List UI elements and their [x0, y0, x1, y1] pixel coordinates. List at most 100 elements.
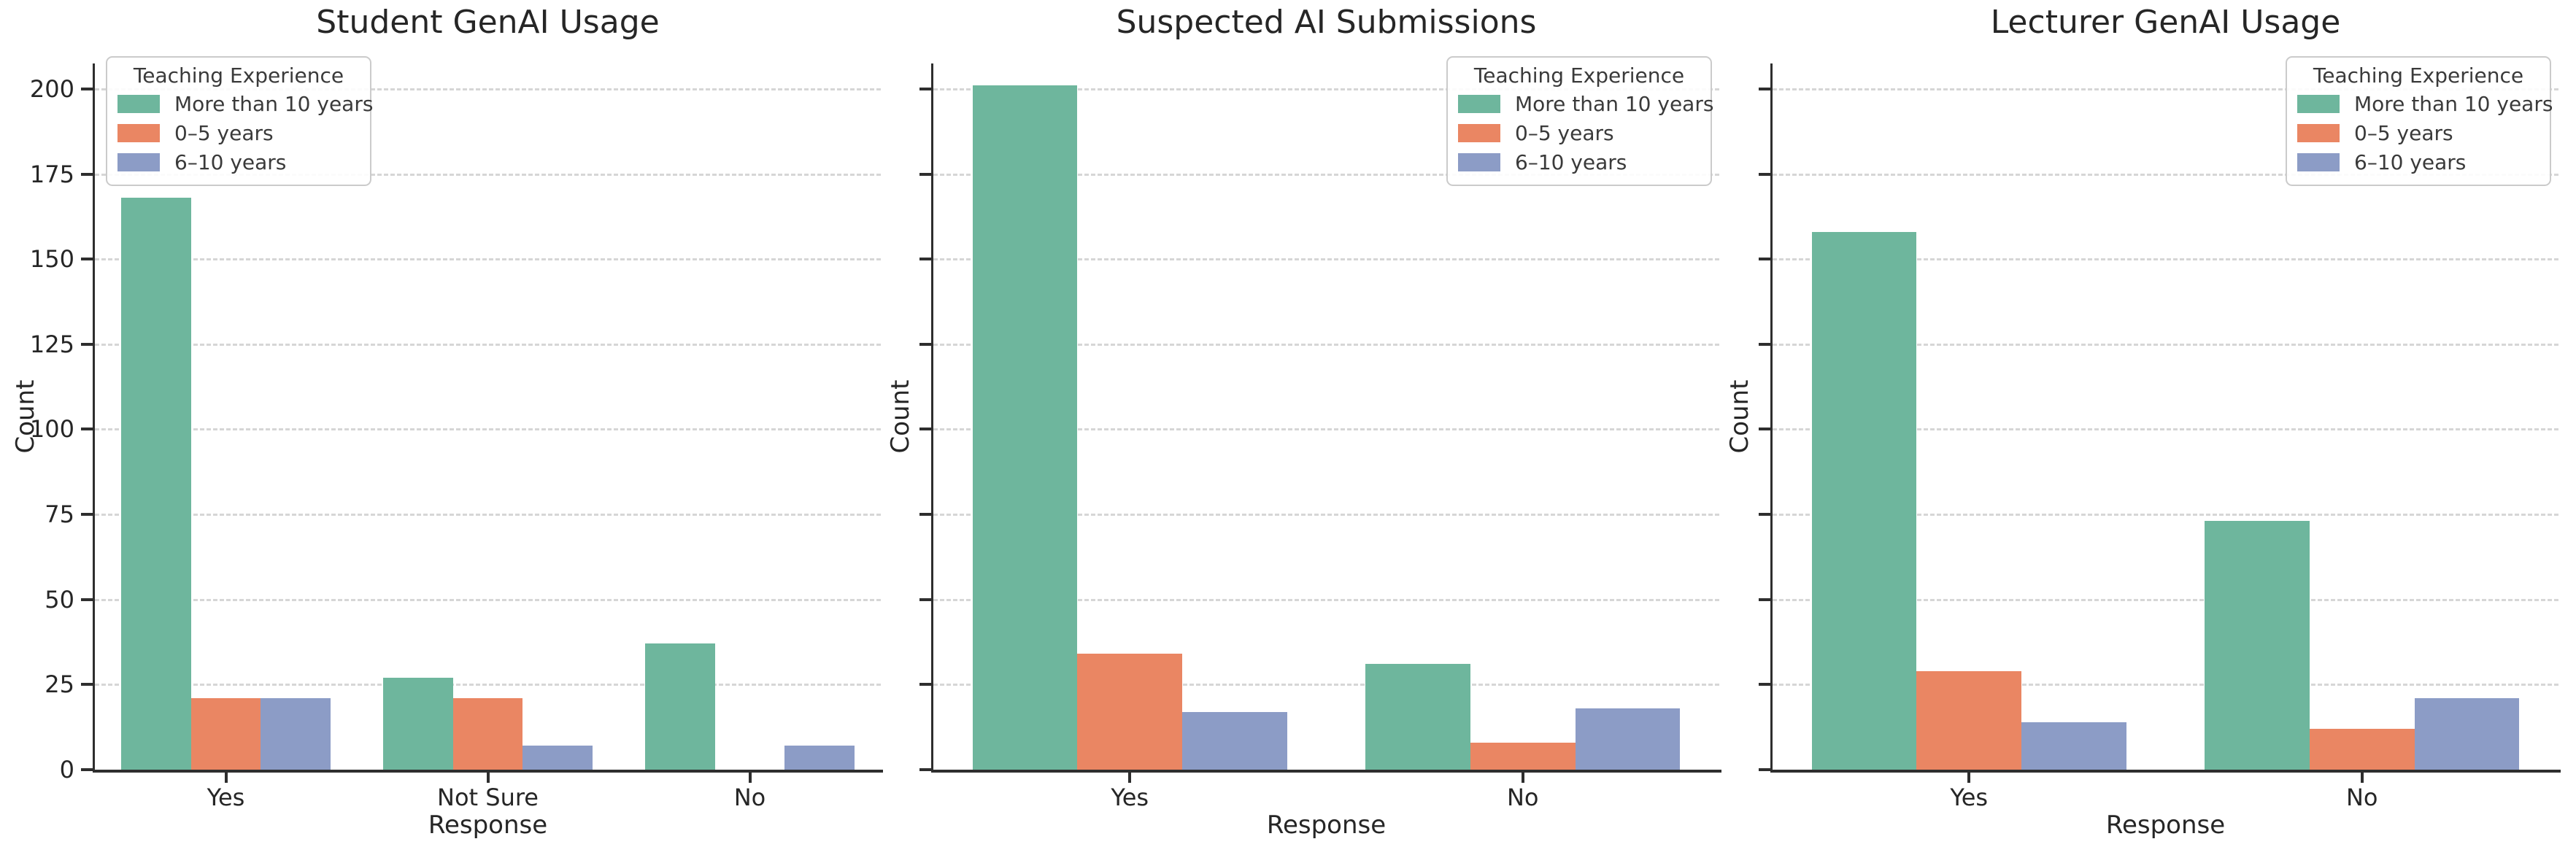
y-tick-mark-50	[81, 597, 93, 601]
legend-label: 0–5 years	[1515, 120, 1614, 145]
chart-title-suspected-ai-submissions: Suspected AI Submissions	[1116, 4, 1537, 41]
gridline-y-125	[95, 343, 881, 346]
legend-swatch-more-than-10-years	[2297, 94, 2340, 113]
y-axis-spine	[931, 63, 933, 773]
gridline-y-200	[933, 88, 1719, 90]
y-axis-label: Count	[886, 379, 915, 454]
legend-title: Teaching Experience	[2313, 63, 2524, 88]
legend-entries: More than 10 years 0–5 years 6–10 years	[1448, 89, 1714, 177]
gridline-y-25	[95, 684, 881, 687]
legend-entries: More than 10 years 0–5 years 6–10 years	[107, 89, 373, 177]
y-tick-mark-200	[919, 87, 932, 90]
y-tick-mark-50	[919, 597, 932, 601]
y-tick-label-125: 125	[29, 330, 74, 358]
y-tick-mark-100	[1759, 428, 1771, 431]
y-tick-mark-0	[1759, 768, 1771, 771]
legend: Teaching Experience More than 10 years 0–…	[1446, 56, 1714, 186]
legend-label: 6–10 years	[1515, 150, 1627, 174]
legend-row-more-than-10-years: More than 10 years	[117, 89, 373, 118]
legend-entries: More than 10 years 0–5 years 6–10 years	[2287, 89, 2553, 177]
y-tick-mark-25	[1759, 683, 1771, 687]
legend: Teaching Experience More than 10 years 0–…	[2286, 56, 2553, 186]
legend-swatch-more-than-10-years	[117, 94, 160, 113]
y-tick-mark-150	[919, 258, 932, 261]
bar-more-than-10-years-yes	[972, 85, 1078, 770]
legend-label: 6–10 years	[2354, 150, 2467, 174]
legend-row-0-5-years: 0–5 years	[1458, 118, 1711, 147]
gridline-y-25	[1773, 684, 2558, 687]
bar-6-10-years-no	[2414, 698, 2520, 770]
x-tick-mark-yes	[1128, 773, 1132, 783]
x-tick-label-yes: Yes	[1111, 784, 1149, 811]
gridline-y-175	[933, 173, 1719, 176]
legend-swatch-0-5-years	[2297, 123, 2340, 142]
y-tick-mark-75	[1759, 513, 1771, 517]
gridline-y-75	[1773, 514, 2558, 517]
x-tick-mark-yes	[1967, 773, 1971, 783]
gridline-y-50	[95, 598, 881, 601]
x-axis-spine	[1770, 770, 2561, 773]
bar-0-5-years-no	[1470, 742, 1576, 770]
legend-row-6-10-years: 6–10 years	[2297, 147, 2550, 177]
bar-0-5-years-yes	[1077, 654, 1183, 770]
legend-label: 0–5 years	[174, 120, 274, 145]
x-axis-spine	[931, 770, 1721, 773]
gridline-y-200	[1773, 88, 2558, 90]
legend-swatch-6-10-years	[2297, 152, 2340, 171]
legend-label: 6–10 years	[174, 150, 287, 174]
y-tick-label-175: 175	[29, 160, 74, 188]
y-tick-mark-125	[919, 342, 932, 346]
x-tick-mark-no	[748, 773, 752, 783]
legend-row-0-5-years: 0–5 years	[117, 118, 370, 147]
bar-6-10-years-not-sure	[522, 746, 593, 770]
bar-more-than-10-years-no	[1365, 664, 1470, 770]
legend-row-0-5-years: 0–5 years	[2297, 118, 2550, 147]
y-tick-label-100: 100	[29, 415, 74, 444]
bar-more-than-10-years-yes	[120, 198, 191, 770]
bar-0-5-years-not-sure	[452, 698, 523, 770]
x-axis-label: Response	[1266, 811, 1387, 840]
legend-label: 0–5 years	[2354, 120, 2453, 145]
legend-swatch-0-5-years	[1458, 123, 1500, 142]
y-axis-spine	[1770, 63, 1773, 773]
legend-label: More than 10 years	[1515, 91, 1714, 116]
bar-0-5-years-no	[2309, 729, 2415, 770]
y-tick-mark-200	[81, 87, 93, 90]
bar-more-than-10-years-not-sure	[382, 678, 453, 770]
y-tick-label-75: 75	[45, 500, 74, 529]
legend-title: Teaching Experience	[133, 63, 344, 88]
chart-title-lecturer-genai-usage: Lecturer GenAI Usage	[1990, 4, 2341, 41]
x-tick-label-yes: Yes	[207, 784, 245, 811]
y-tick-mark-75	[81, 513, 93, 517]
y-tick-label-50: 50	[45, 585, 74, 614]
bar-more-than-10-years-no	[644, 643, 715, 770]
legend-title: Teaching Experience	[1473, 63, 1685, 88]
bar-more-than-10-years-yes	[1811, 231, 1917, 770]
gridline-y-175	[95, 173, 881, 176]
gridline-y-175	[1773, 173, 2558, 176]
x-tick-label-yes: Yes	[1950, 784, 1989, 811]
bar-0-5-years-yes	[190, 698, 261, 770]
x-tick-mark-no	[1521, 773, 1524, 783]
y-tick-mark-100	[81, 428, 93, 431]
legend-row-more-than-10-years: More than 10 years	[1458, 89, 1714, 118]
y-tick-label-25: 25	[45, 670, 74, 699]
legend-label: More than 10 years	[2354, 91, 2553, 116]
y-tick-mark-0	[81, 768, 93, 771]
gridline-y-150	[1773, 258, 2558, 261]
gridline-y-50	[1773, 598, 2558, 601]
bar-6-10-years-no	[784, 746, 855, 770]
y-tick-mark-175	[81, 172, 93, 176]
gridline-y-150	[95, 258, 881, 261]
y-tick-label-200: 200	[29, 74, 74, 103]
y-tick-mark-50	[1759, 597, 1771, 601]
bar-6-10-years-yes	[1182, 711, 1287, 770]
chart-title-student-genai-usage: Student GenAI Usage	[316, 4, 660, 41]
legend: Teaching Experience More than 10 years 0–…	[106, 56, 373, 186]
gridline-y-125	[1773, 343, 2558, 346]
gridline-y-100	[1773, 428, 2558, 431]
gridline-y-75	[95, 514, 881, 517]
y-tick-mark-150	[81, 258, 93, 261]
gridline-y-25	[933, 684, 1719, 687]
y-tick-label-0: 0	[59, 756, 74, 784]
